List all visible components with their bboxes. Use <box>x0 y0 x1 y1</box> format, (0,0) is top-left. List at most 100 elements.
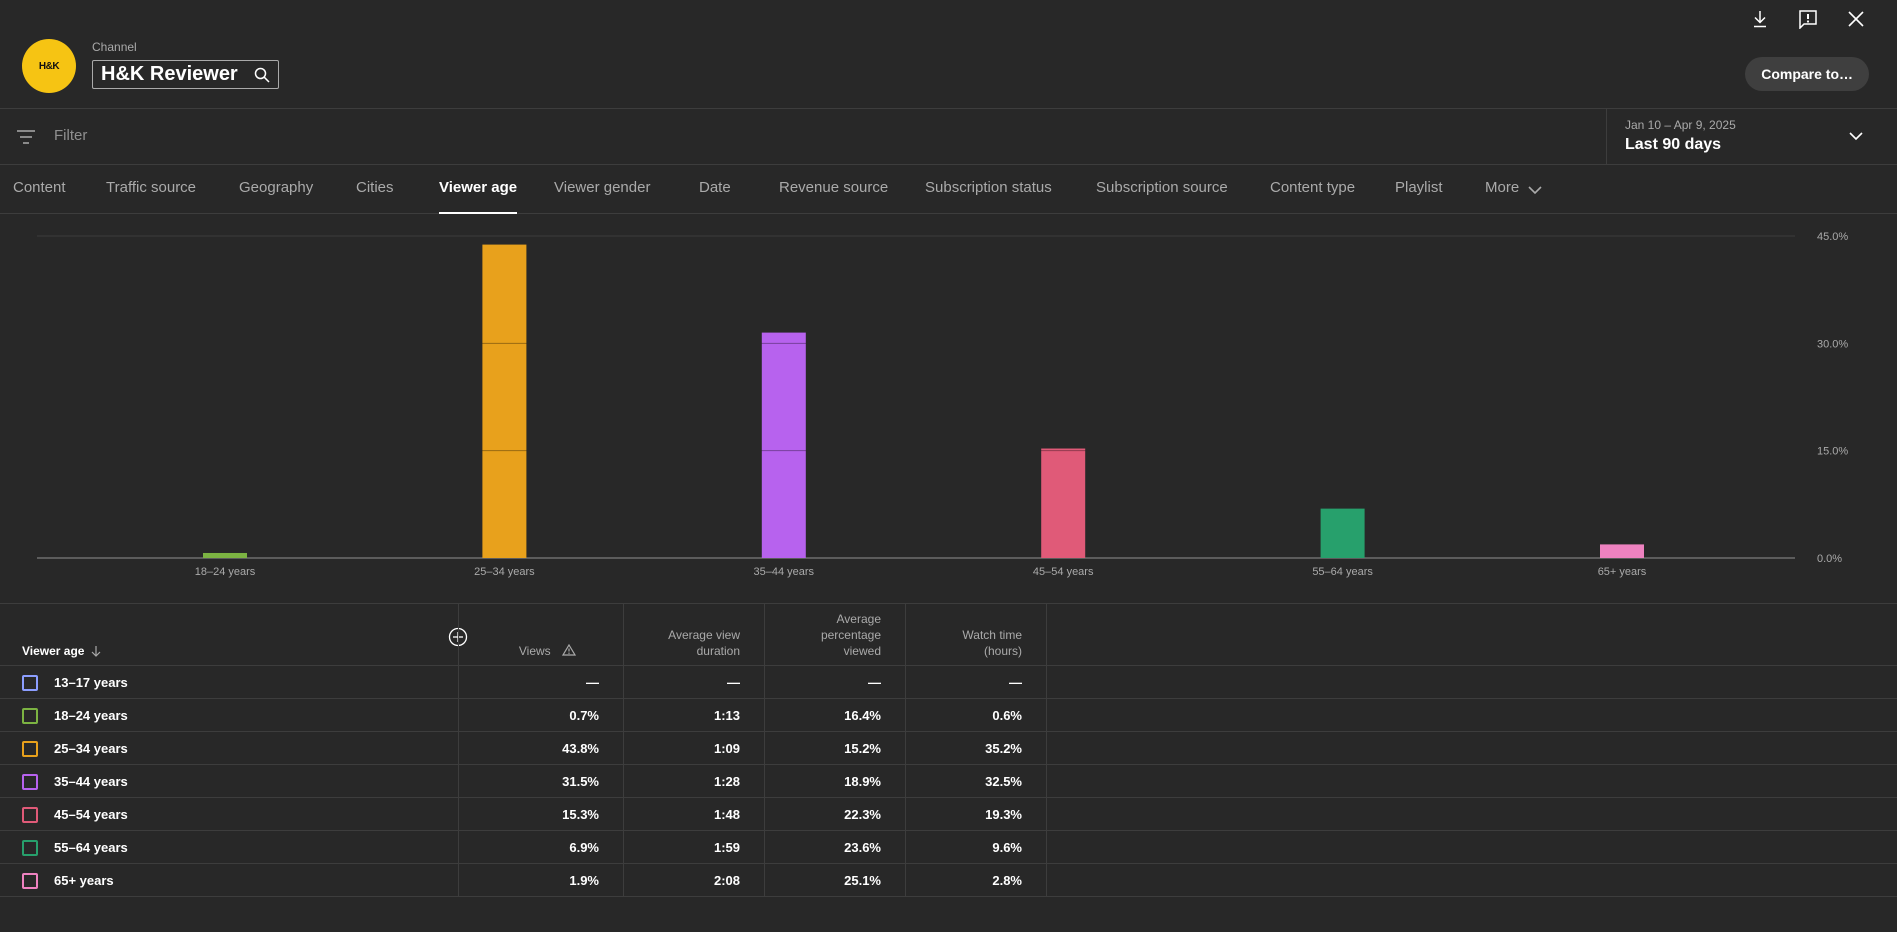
row-checkbox[interactable] <box>22 840 38 856</box>
column-divider <box>458 831 459 863</box>
feedback-icon[interactable] <box>1797 8 1819 30</box>
table-row[interactable]: 18–24 years 0.7% 1:13 16.4% 0.6% <box>0 699 1897 732</box>
viewer-age-table: Viewer age Views Average view duration A… <box>0 603 1897 897</box>
x-tick-label: 18–24 years <box>195 566 256 578</box>
tab-more[interactable]: More <box>1485 179 1520 196</box>
close-icon[interactable] <box>1845 8 1867 30</box>
row-label: 18–24 years <box>54 707 128 723</box>
header-line: viewed <box>843 644 881 658</box>
row-checkbox[interactable] <box>22 807 38 823</box>
column-divider <box>623 732 624 764</box>
cell-watch: 9.6% <box>992 839 1022 855</box>
download-icon[interactable] <box>1749 8 1771 30</box>
compare-button[interactable]: Compare to… <box>1745 57 1869 91</box>
bar-25-34-years[interactable] <box>482 244 527 558</box>
row-checkbox[interactable] <box>22 873 38 889</box>
dimension-tabs: Content Traffic source Geography Cities View… <box>0 166 1897 214</box>
tab-date[interactable]: Date <box>699 179 731 196</box>
tab-revenue-source[interactable]: Revenue source <box>779 179 889 196</box>
row-label: 35–44 years <box>54 773 128 789</box>
row-checkbox[interactable] <box>22 708 38 724</box>
tab-content[interactable]: Content <box>13 179 66 196</box>
tab-subscription-source[interactable]: Subscription source <box>1096 179 1228 196</box>
cell-views: 31.5% <box>562 773 599 789</box>
table-row[interactable]: 55–64 years 6.9% 1:59 23.6% 9.6% <box>0 831 1897 864</box>
column-divider <box>764 604 765 665</box>
table-row[interactable]: 35–44 years 31.5% 1:28 18.9% 32.5% <box>0 765 1897 798</box>
column-divider <box>764 798 765 830</box>
column-header-views[interactable]: Views <box>519 643 577 659</box>
bar-45-54-years[interactable] <box>1041 448 1086 558</box>
column-divider <box>764 831 765 863</box>
column-divider <box>1046 831 1047 863</box>
cell-watch: — <box>1009 674 1022 690</box>
column-divider <box>1046 604 1047 665</box>
column-divider <box>623 604 624 665</box>
date-range-picker[interactable]: Jan 10 – Apr 9, 2025 Last 90 days <box>1606 109 1897 165</box>
table-row[interactable]: 65+ years 1.9% 2:08 25.1% 2.8% <box>0 864 1897 897</box>
header-line: Average <box>836 612 881 626</box>
bar-65+-years[interactable] <box>1600 544 1644 558</box>
cell-views: 6.9% <box>569 839 599 855</box>
table-header: Viewer age Views Average view duration A… <box>0 603 1897 666</box>
cell-pct: 15.2% <box>844 740 881 756</box>
viewer-age-chart: 45.0% 30.0% 15.0% 0.0% 18–24 years 25–34 year… <box>37 231 1848 578</box>
column-header-viewer-age[interactable]: Viewer age <box>22 643 102 659</box>
avatar[interactable]: H&K <box>22 39 76 93</box>
column-header-avg-percentage[interactable]: Average percentage viewed <box>821 611 881 659</box>
table-row[interactable]: 45–54 years 15.3% 1:48 22.3% 19.3% <box>0 798 1897 831</box>
tab-content-type[interactable]: Content type <box>1270 179 1356 196</box>
column-divider <box>764 864 765 896</box>
y-tick-label: 0.0% <box>1817 553 1842 565</box>
channel-name: H&K Reviewer <box>101 63 238 85</box>
column-divider <box>458 864 459 896</box>
channel-selector[interactable]: H&K Reviewer <box>92 60 279 89</box>
bar-55-64-years[interactable] <box>1320 508 1365 558</box>
column-divider <box>623 798 624 830</box>
cell-duration: 1:09 <box>713 740 740 756</box>
tab-viewer-age[interactable]: Viewer age <box>439 166 518 214</box>
column-divider <box>1046 798 1047 830</box>
cell-watch: 35.2% <box>985 740 1022 756</box>
row-checkbox[interactable] <box>22 675 38 691</box>
tab-playlist[interactable]: Playlist <box>1395 179 1443 196</box>
search-icon[interactable] <box>254 67 270 83</box>
row-checkbox[interactable] <box>22 774 38 790</box>
table-row[interactable]: 13–17 years — — — — <box>0 666 1897 699</box>
header-line: percentage <box>820 628 881 642</box>
x-tick-label: 55–64 years <box>1312 566 1373 578</box>
row-checkbox[interactable] <box>22 741 38 757</box>
cell-watch: 2.8% <box>992 872 1022 888</box>
chevron-down-icon <box>1528 186 1542 195</box>
tab-geography[interactable]: Geography <box>239 179 314 196</box>
column-header-watch-time[interactable]: Watch time (hours) <box>962 627 1022 659</box>
column-divider <box>1046 699 1047 731</box>
column-divider <box>905 765 906 797</box>
bar-35-44-years[interactable] <box>761 332 806 558</box>
column-divider <box>623 699 624 731</box>
warning-icon <box>561 643 577 656</box>
column-divider <box>905 798 906 830</box>
cell-watch: 0.6% <box>992 707 1022 723</box>
cell-pct: 18.9% <box>844 773 881 789</box>
filter-icon[interactable] <box>16 127 36 147</box>
column-divider <box>764 732 765 764</box>
header: H&K Channel H&K Reviewer Compare to… <box>0 0 1897 109</box>
tab-subscription-status[interactable]: Subscription status <box>925 179 1052 196</box>
y-tick-label: 30.0% <box>1817 338 1848 350</box>
tab-viewer-gender[interactable]: Viewer gender <box>554 179 651 196</box>
header-line: duration <box>696 644 740 658</box>
y-tick-label: 45.0% <box>1817 231 1848 243</box>
date-range-label: Last 90 days <box>1625 136 1722 153</box>
column-divider <box>905 699 906 731</box>
column-divider <box>458 732 459 764</box>
channel-label: Channel <box>92 40 137 54</box>
tab-traffic-source[interactable]: Traffic source <box>106 179 197 196</box>
tab-cities[interactable]: Cities <box>356 179 394 196</box>
table-body: 13–17 years — — — — 18–24 years 0.7% 1:13 16.4% 0… <box>0 666 1897 897</box>
column-divider <box>623 666 624 698</box>
filter-input[interactable]: Filter <box>54 127 88 144</box>
column-header-avg-view-duration[interactable]: Average view duration <box>668 627 740 659</box>
table-row[interactable]: 25–34 years 43.8% 1:09 15.2% 35.2% <box>0 732 1897 765</box>
bar-18-24-years[interactable] <box>203 552 247 558</box>
